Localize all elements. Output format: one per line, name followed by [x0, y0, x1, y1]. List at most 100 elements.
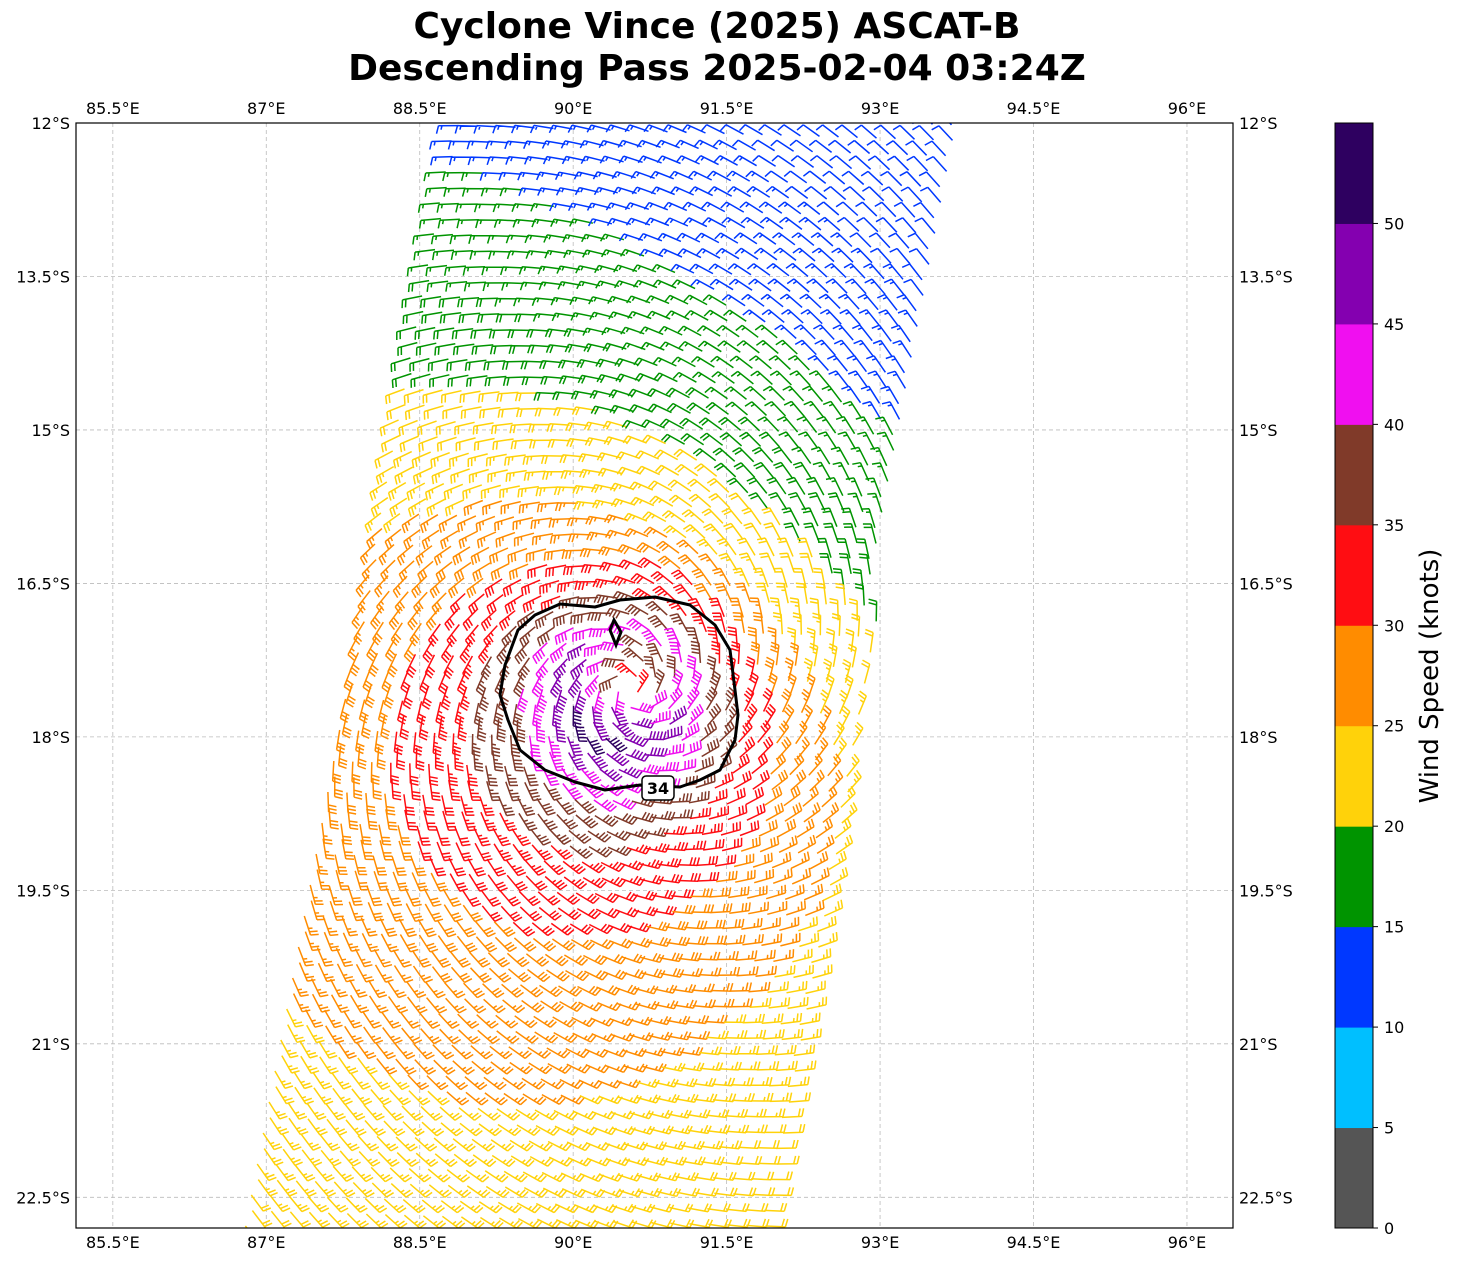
- wind-barb: [793, 964, 814, 979]
- wind-barb: [682, 824, 706, 835]
- wind-barb: [776, 416, 799, 433]
- wind-barb: [485, 1185, 510, 1198]
- wind-barb: [440, 686, 451, 711]
- wind-barb: [390, 762, 400, 786]
- wind-barb: [683, 217, 708, 228]
- wind-barb: [566, 517, 590, 527]
- wind-barb: [677, 248, 702, 259]
- wind-barb: [623, 1063, 648, 1073]
- wind-barb: [360, 839, 374, 861]
- wind-barb: [592, 721, 611, 741]
- wind-barb: [532, 937, 557, 952]
- wind-barb: [557, 907, 582, 921]
- wind-barb: [424, 903, 444, 923]
- wind-barb: [663, 627, 681, 648]
- wind-barb: [688, 186, 714, 197]
- wind-barb: [431, 467, 451, 485]
- wind-barb: [410, 778, 422, 801]
- colorbar-bin: [1335, 826, 1373, 928]
- wind-barb: [723, 386, 747, 400]
- wind-barb: [598, 675, 618, 693]
- wind-barb: [518, 1217, 543, 1228]
- wind-barb: [624, 603, 649, 617]
- wind-barb: [737, 416, 761, 432]
- wind-barb: [624, 528, 649, 538]
- wind-barb: [464, 1076, 488, 1091]
- wind-barb: [824, 262, 847, 279]
- lat-tick-label-left: 15°S: [31, 421, 70, 440]
- wind-barb: [628, 404, 653, 414]
- wind-barb: [754, 949, 776, 962]
- wind-barb: [567, 533, 592, 543]
- wind-barb: [493, 219, 517, 228]
- wind-barb: [599, 768, 623, 782]
- wind-barb: [857, 431, 876, 451]
- wind-barb: [522, 454, 545, 465]
- wind-barb: [694, 463, 718, 477]
- wind-barb: [674, 1093, 699, 1103]
- wind-barb: [888, 232, 910, 249]
- wind-barb: [455, 920, 477, 938]
- wind-barb: [445, 997, 467, 1014]
- wind-barb: [774, 1044, 797, 1056]
- lat-tick-label-right: 22.5°S: [1239, 1188, 1293, 1207]
- wind-barb: [621, 953, 646, 964]
- wind-barb: [452, 343, 475, 356]
- wind-barb: [744, 703, 758, 728]
- wind-barb: [671, 356, 696, 368]
- wind-barb: [313, 1165, 335, 1182]
- wind-barb: [446, 1091, 470, 1106]
- wind-barb: [713, 155, 738, 166]
- wind-barb: [613, 813, 638, 825]
- colorbar-tick-label: 15: [1384, 918, 1404, 937]
- wind-barb: [598, 1172, 624, 1182]
- wind-barb: [482, 282, 506, 292]
- colorbar-bin: [1335, 424, 1373, 526]
- wind-barb: [654, 668, 665, 693]
- wind-barb: [529, 1155, 554, 1167]
- wind-barb: [434, 343, 456, 356]
- wind-barb: [729, 597, 744, 618]
- wind-barb: [795, 720, 808, 745]
- wind-barb: [334, 854, 348, 876]
- wind-barb: [554, 171, 579, 181]
- wind-barb: [483, 625, 498, 648]
- wind-barb: [434, 1153, 458, 1168]
- wind-barb: [584, 1048, 609, 1058]
- wind-barb: [744, 401, 768, 416]
- wind-barb: [803, 883, 824, 901]
- wind-barb: [341, 916, 358, 937]
- wind-barb: [596, 985, 621, 996]
- wind-barb: [399, 716, 410, 741]
- wind-barb: [770, 1171, 794, 1181]
- wind-barb: [753, 247, 778, 261]
- wind-barb: [773, 949, 795, 963]
- wind-barb: [844, 674, 854, 699]
- wind-barb: [547, 736, 562, 757]
- wind-barb: [650, 571, 674, 585]
- wind-barb: [581, 861, 606, 874]
- wind-barb: [421, 311, 443, 324]
- wind-barb: [845, 628, 855, 652]
- lat-tick-label-left: 13.5°S: [16, 267, 70, 286]
- wind-barb: [467, 453, 488, 467]
- wind-barb: [577, 985, 602, 997]
- wind-barb: [553, 486, 577, 496]
- wind-barb: [374, 964, 394, 983]
- wind-barb: [579, 1172, 605, 1183]
- wind-barb: [795, 582, 808, 604]
- wind-barb: [412, 732, 423, 756]
- wind-barb: [358, 1150, 381, 1167]
- wind-barb: [339, 1150, 361, 1167]
- wind-barb: [630, 573, 655, 585]
- wind-barb: [827, 753, 842, 777]
- wind-barb: [621, 419, 646, 429]
- wind-barb: [659, 341, 684, 352]
- wind-barb: [525, 548, 547, 563]
- wind-barb: [381, 1011, 402, 1029]
- wind-barb: [586, 659, 606, 677]
- wind-barb: [362, 668, 373, 693]
- wind-barb: [872, 339, 893, 358]
- wind-barb: [750, 641, 761, 665]
- wind-barb: [508, 563, 529, 581]
